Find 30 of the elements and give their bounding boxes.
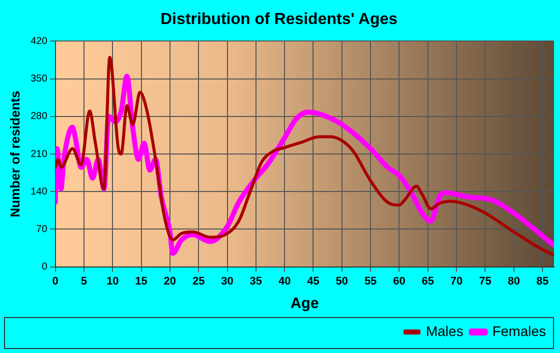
y-tick-label: 0	[42, 262, 48, 273]
x-tick-label: 10	[106, 275, 119, 288]
x-tick-label: 25	[192, 275, 205, 288]
y-tick-label: 140	[30, 186, 48, 198]
x-tick-label: 30	[221, 275, 234, 288]
x-tick-label: 40	[278, 275, 291, 288]
x-tick-label: 50	[336, 275, 348, 288]
legend-label: Females	[492, 322, 546, 339]
chart-title: Distribution of Residents' Ages	[160, 11, 398, 28]
x-tick-label: 15	[135, 275, 148, 288]
x-tick-label: 70	[450, 275, 463, 288]
y-tick-label: 280	[30, 111, 48, 122]
x-tick-label: 85	[536, 275, 549, 288]
x-tick-label: 0	[52, 275, 58, 288]
legend-label: Males	[426, 322, 464, 339]
x-tick-label: 45	[307, 275, 320, 288]
x-tick-label: 55	[364, 275, 377, 288]
y-tick-label: 350	[30, 74, 48, 85]
y-axis-title: Number of residents	[7, 90, 22, 218]
y-tick-label: 420	[30, 36, 48, 47]
x-tick-label: 80	[508, 275, 520, 288]
x-axis-title: Age	[290, 295, 319, 312]
x-tick-label: 65	[422, 275, 434, 288]
x-tick-label: 35	[250, 275, 262, 288]
x-tick-label: 5	[80, 275, 88, 288]
x-tick-label: 20	[164, 275, 176, 288]
y-tick-label: 70	[36, 224, 48, 235]
x-tick-label: 60	[393, 275, 406, 288]
y-tick-label: 210	[30, 148, 48, 160]
x-tick-label: 75	[479, 275, 492, 288]
